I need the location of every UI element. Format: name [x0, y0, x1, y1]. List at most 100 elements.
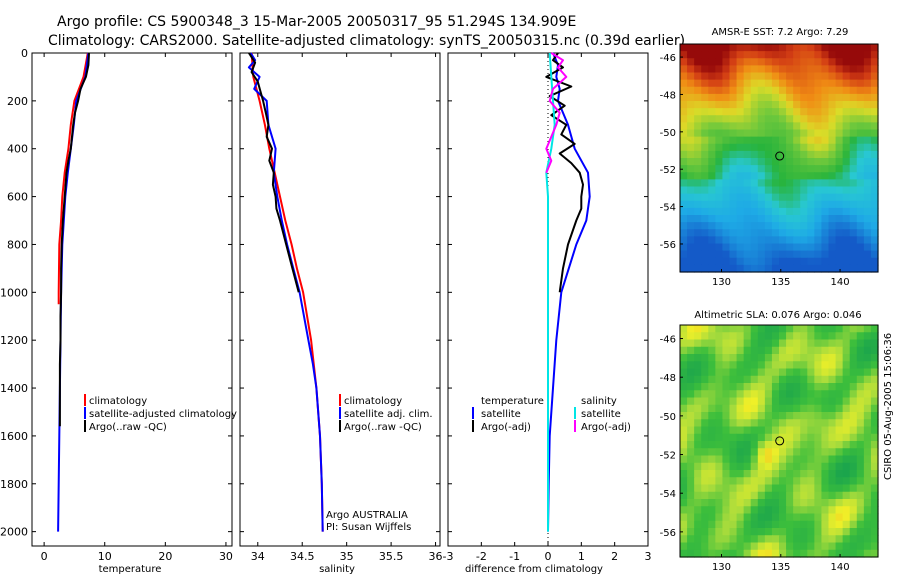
csiro-timestamp-label: CSIRO 05-Aug-2005 15:06:36 [883, 333, 894, 480]
map-cell [701, 108, 709, 116]
map-cell [722, 150, 731, 159]
map-cell [814, 250, 823, 259]
map-cell [764, 448, 773, 457]
map-cell [750, 200, 759, 209]
series-line-satellite-adj-clim [247, 52, 324, 532]
map-cell [701, 535, 709, 544]
map-cell [687, 383, 695, 391]
map-cell [821, 65, 830, 74]
map-cell [771, 93, 780, 102]
map-cell [828, 375, 837, 384]
map-cell [715, 404, 724, 413]
map-cell [779, 491, 787, 500]
map-cell [807, 542, 815, 551]
map-cell [715, 51, 724, 59]
map-cell [708, 528, 716, 536]
map-cell [750, 354, 759, 362]
map-cell [687, 200, 695, 209]
map-cell [779, 484, 787, 493]
map-cell [821, 150, 830, 159]
map-cell [771, 513, 780, 522]
map-cell [722, 433, 731, 442]
map-cell [814, 51, 823, 59]
map-cell [828, 404, 837, 413]
map-cell [849, 229, 858, 237]
map-cell [708, 243, 716, 252]
map-cell [687, 325, 695, 333]
map-cell [771, 143, 780, 152]
map-cell [736, 243, 745, 252]
map-cell [750, 93, 759, 102]
map-cell [786, 404, 794, 413]
map-cell [715, 375, 724, 384]
map-cell [786, 65, 794, 74]
map-cell [786, 136, 794, 145]
map-cell [729, 455, 738, 464]
map-cell [680, 65, 688, 74]
map-cell [736, 368, 745, 377]
map-cell [722, 93, 731, 102]
map-cell [771, 506, 780, 515]
map-cell [687, 250, 695, 259]
map-cell [715, 122, 724, 131]
map-cell [793, 172, 801, 180]
map-cell [722, 193, 731, 202]
map-cell [708, 477, 716, 486]
map-cell [743, 129, 752, 138]
map-cell [708, 535, 716, 544]
map-cell [729, 215, 738, 223]
map-cell [835, 383, 844, 391]
map-cell [779, 383, 787, 391]
series-line-salinity-satellite [545, 52, 556, 532]
map-cell [800, 354, 808, 362]
map-cell [835, 101, 844, 109]
map-cell [807, 325, 815, 333]
map-cell [828, 419, 837, 428]
map-cell [750, 143, 759, 152]
map-cell [835, 150, 844, 159]
map-cell [814, 236, 823, 245]
map-cell [779, 51, 787, 59]
map-cell [722, 426, 731, 435]
map-cell [687, 172, 695, 180]
map-cell [743, 207, 752, 216]
map-cell [680, 129, 688, 138]
map-cell [736, 455, 745, 464]
map-cell [870, 51, 879, 59]
map-cell [743, 368, 752, 377]
map-cell [786, 207, 794, 216]
map-cell [736, 143, 745, 152]
map-cell [842, 250, 851, 259]
map-cell [856, 236, 865, 245]
map-cell [722, 354, 731, 362]
map-cell [764, 535, 773, 544]
map-cell [771, 549, 780, 558]
map-cell [694, 441, 702, 449]
map-cell [863, 44, 872, 52]
map-cell [680, 397, 688, 406]
map-cell [771, 354, 780, 362]
map-cell [729, 361, 738, 370]
map-cell [722, 404, 731, 413]
map-cell [694, 264, 702, 273]
map-cell [687, 513, 695, 522]
map-cell [814, 390, 823, 399]
map-cell [764, 354, 773, 362]
map-cell [842, 549, 851, 558]
map-cell [680, 44, 688, 52]
map-cell [750, 108, 759, 116]
map-cell [736, 51, 745, 59]
map-cell [722, 186, 731, 195]
map-cell [807, 143, 815, 152]
y-tick-label: 1000 [0, 286, 28, 299]
map-cell [743, 179, 752, 188]
map-cell [764, 390, 773, 399]
map-cell [736, 58, 745, 66]
map-cell [708, 332, 716, 341]
map-cell [800, 86, 808, 95]
map-cell [708, 325, 716, 333]
map-cell [743, 390, 752, 399]
map-cell [842, 150, 851, 159]
x-tick-label: 20 [158, 550, 172, 563]
map-cell [835, 361, 844, 370]
